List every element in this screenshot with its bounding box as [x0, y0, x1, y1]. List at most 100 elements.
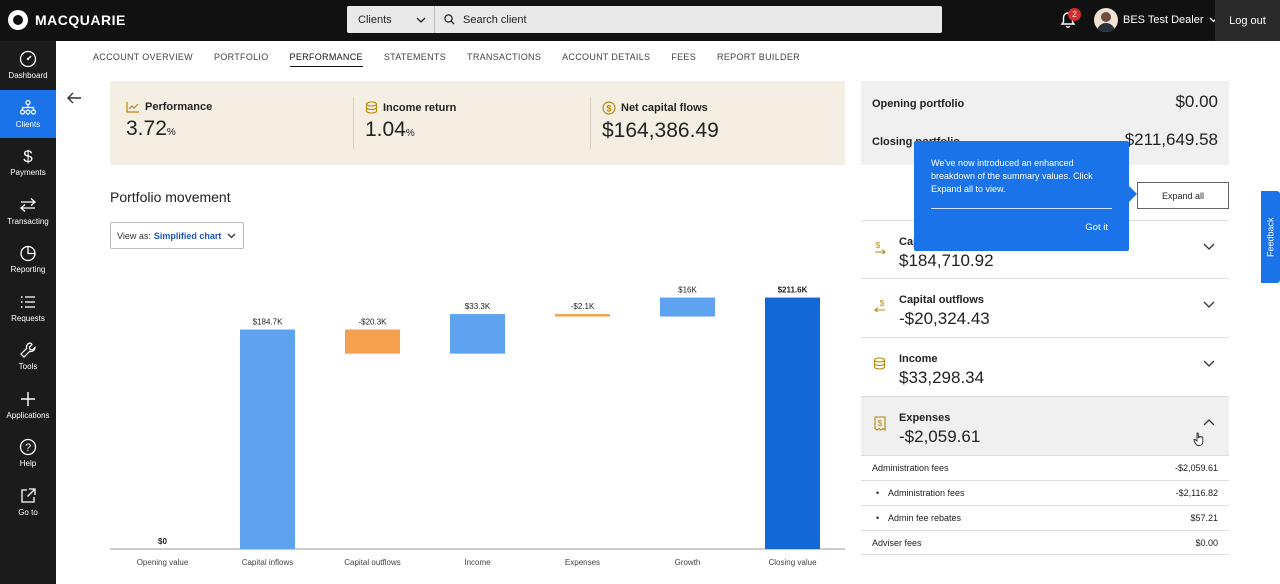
sidebar-item-dashboard[interactable]: Dashboard	[0, 41, 56, 90]
search-scope-select[interactable]: Clients	[347, 6, 435, 33]
tooltip-arrow	[1129, 186, 1137, 202]
accordion-title: Income	[899, 353, 938, 365]
plus-icon	[21, 391, 35, 406]
chart-bar[interactable]	[240, 329, 295, 549]
bar-data-label: -$2.1K	[571, 302, 595, 311]
performance-label: Performance	[145, 101, 213, 113]
tab-fees[interactable]: FEES	[671, 52, 697, 62]
chart-bar[interactable]	[345, 329, 400, 354]
dashboard-icon	[19, 51, 37, 68]
tab-performance[interactable]: PERFORMANCE	[289, 52, 363, 67]
opening-portfolio-value: $0.00	[1175, 92, 1218, 111]
view-as-dropdown[interactable]: View as: Simplified chart	[110, 222, 244, 249]
x-tick-label: Expenses	[565, 558, 600, 567]
performance-metric: Performance 3.72%	[126, 101, 212, 141]
dollar-icon: $	[23, 147, 33, 165]
tab-report-builder[interactable]: REPORT BUILDER	[717, 52, 800, 62]
sidebar-item-label: Transacting	[7, 216, 49, 226]
hand-pointer-icon	[1193, 432, 1204, 446]
tab-transactions[interactable]: TRANSACTIONS	[467, 52, 542, 62]
brand-logo[interactable]: MACQUARIE	[8, 10, 126, 30]
chevron-up-icon	[1203, 419, 1215, 426]
tab-portfolio[interactable]: PORTFOLIO	[213, 52, 269, 62]
macquarie-logo-icon	[8, 10, 28, 30]
sidebar-item-reporting[interactable]: Reporting	[0, 235, 56, 284]
help-icon: ?	[19, 439, 37, 456]
sidebar-item-help[interactable]: ? Help	[0, 429, 56, 478]
user-menu[interactable]: BES Test Dealer	[1094, 8, 1218, 32]
x-tick-label: Growth	[675, 558, 701, 567]
wrench-icon	[20, 342, 36, 359]
fee-row: Adviser fees $0.00	[861, 530, 1229, 555]
logout-button[interactable]: Log out	[1215, 0, 1280, 41]
income-return-unit: %	[405, 128, 415, 139]
chart-bar[interactable]	[450, 314, 505, 354]
chevron-down-icon	[1203, 360, 1215, 367]
accordion-value: -$2,059.61	[899, 427, 981, 446]
dollar-coin-icon: $	[602, 101, 616, 115]
view-as-label: View as:	[117, 230, 151, 241]
sidebar: Dashboard Clients $ Payments Transacting…	[0, 41, 56, 584]
coins-stack-icon	[365, 101, 378, 114]
chart-bar[interactable]	[555, 314, 610, 317]
fee-row: Administration fees -$2,116.82	[861, 480, 1229, 505]
bar-data-label: $211.6K	[778, 286, 808, 295]
portfolio-movement-chart: $0 Opening value $184.7K Capital inflows -$2…	[110, 286, 845, 567]
sidebar-item-label: Clients	[15, 119, 41, 129]
sidebar-item-payments[interactable]: $ Payments	[0, 138, 56, 187]
coins-stack-icon	[873, 357, 886, 370]
performance-value: 3.72	[126, 117, 167, 140]
user-name: BES Test Dealer	[1123, 14, 1204, 26]
svg-text:$: $	[880, 299, 885, 308]
back-arrow-icon[interactable]	[66, 90, 82, 106]
feedback-tab[interactable]: Feedback	[1261, 191, 1280, 283]
avatar	[1094, 8, 1118, 32]
bar-data-label: -$20.3K	[358, 318, 387, 327]
income-return-metric: Income return 1.04%	[365, 101, 456, 142]
chart-bar[interactable]	[660, 297, 715, 317]
search-scope-value: Clients	[358, 13, 392, 26]
sidebar-item-requests[interactable]: Requests	[0, 284, 56, 333]
top-bar: MACQUARIE Clients Search client 2 BES Te…	[0, 0, 1280, 41]
tab-account-overview[interactable]: ACCOUNT OVERVIEW	[93, 52, 193, 62]
receipt-icon: $	[874, 416, 886, 431]
sidebar-item-label: Go to	[18, 507, 38, 517]
sidebar-item-tools[interactable]: Tools	[0, 332, 56, 381]
capital-outflow-icon: $	[874, 299, 885, 312]
search-bar: Clients Search client	[347, 6, 942, 33]
tab-account-details[interactable]: ACCOUNT DETAILS	[562, 52, 651, 62]
notification-count-badge: 2	[1068, 8, 1081, 21]
svg-text:$: $	[878, 419, 883, 428]
sidebar-item-applications[interactable]: Applications	[0, 381, 56, 430]
sidebar-item-label: Payments	[10, 168, 46, 178]
search-input[interactable]: Search client	[435, 6, 942, 33]
fee-label: Adviser fees	[872, 537, 922, 548]
sidebar-item-transacting[interactable]: Transacting	[0, 187, 56, 236]
clients-icon	[19, 99, 37, 115]
svg-text:$: $	[876, 241, 881, 250]
tab-statements[interactable]: STATEMENTS	[383, 52, 447, 62]
fee-value: $57.21	[1190, 513, 1218, 523]
income-return-label: Income return	[383, 101, 457, 114]
expand-all-button[interactable]: Expand all	[1137, 182, 1229, 209]
sidebar-item-goto[interactable]: Go to	[0, 478, 56, 527]
accordion-title: Expenses	[899, 412, 951, 424]
chevron-down-icon	[1203, 301, 1215, 308]
chart-bar[interactable]	[765, 297, 820, 549]
sidebar-item-clients[interactable]: Clients	[0, 89, 56, 138]
accordion-expenses[interactable]: $ Expenses -$2,059.61	[861, 396, 1229, 455]
got-it-button[interactable]: Got it	[1085, 222, 1108, 233]
income-return-value: 1.04	[365, 118, 406, 141]
net-capital-flows-label: Net capital flows	[621, 102, 708, 114]
closing-portfolio-value: $211,649.58	[1124, 130, 1218, 149]
x-tick-label: Capital inflows	[242, 558, 294, 567]
performance-unit: %	[166, 127, 176, 138]
accordion-income[interactable]: Income $33,298.34	[861, 337, 1229, 396]
sidebar-item-label: Requests	[11, 313, 45, 323]
accordion-capital-outflows[interactable]: $ Capital outflows -$20,324.43	[861, 278, 1229, 337]
accordion-value: $184,710.92	[899, 251, 994, 270]
view-as-value: Simplified chart	[153, 230, 222, 241]
divider	[931, 208, 1112, 209]
divider	[590, 97, 591, 149]
opening-portfolio-label: Opening portfolio	[872, 98, 965, 110]
